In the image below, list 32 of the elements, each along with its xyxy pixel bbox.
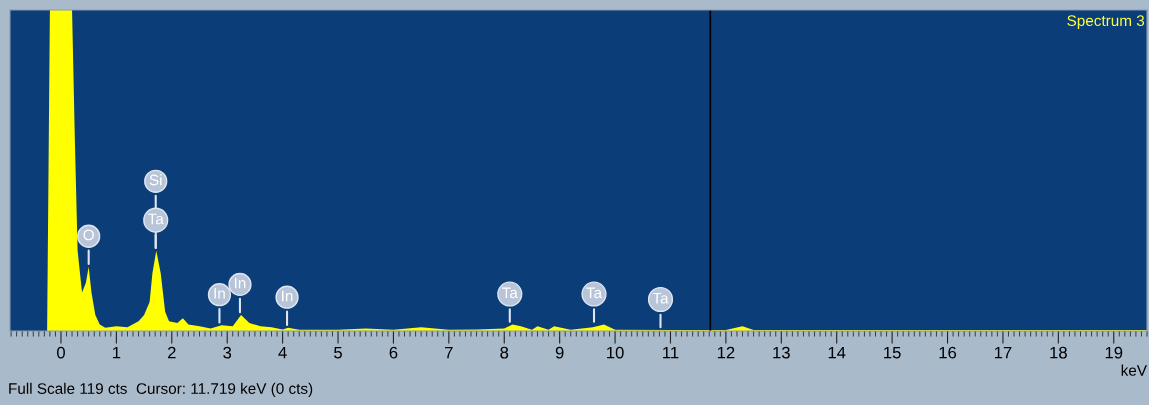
- chart-title: Spectrum 3: [1067, 15, 1145, 30]
- x-tick-label: 6: [389, 346, 398, 359]
- x-tick-label: 0: [56, 346, 65, 359]
- x-tick-label: 9: [555, 346, 564, 359]
- x-tick-label: 2: [168, 346, 176, 359]
- annotation: Ta: [502, 287, 518, 299]
- x-axis-title: keV: [1121, 364, 1147, 376]
- x-tick-label: 16: [939, 346, 957, 359]
- text: Full Scale 119 cts Cursor: 11.719 keV (0 cts): [9, 382, 313, 397]
- x-tick-label: 13: [773, 346, 790, 359]
- x-tick-label: 14: [828, 346, 846, 359]
- annotation: In: [214, 288, 225, 299]
- annotation: Ta: [148, 213, 164, 225]
- x-tick-label: 10: [607, 346, 624, 359]
- annotation: Ta: [652, 292, 669, 304]
- x-tick-label: 15: [884, 346, 901, 359]
- annotation: In: [234, 277, 246, 289]
- annotation: Si: [149, 174, 162, 186]
- x-tick-label: 3: [223, 346, 232, 359]
- x-tick-label: 18: [1050, 346, 1067, 359]
- x-tick-label: 1: [113, 346, 121, 359]
- x-tick-label: 19: [1105, 346, 1123, 359]
- annotation: O: [83, 229, 94, 241]
- x-tick-label: 5: [334, 346, 342, 359]
- annotation: In: [282, 290, 293, 302]
- x-tick-label: 7: [445, 346, 453, 359]
- x-tick-label: 8: [500, 346, 509, 359]
- x-tick-label: 17: [994, 346, 1012, 359]
- x-tick-label: 12: [717, 346, 735, 359]
- x-tick-label: 4: [278, 346, 287, 359]
- x-tick-label: 11: [663, 346, 679, 359]
- annotation: Ta: [586, 287, 603, 299]
